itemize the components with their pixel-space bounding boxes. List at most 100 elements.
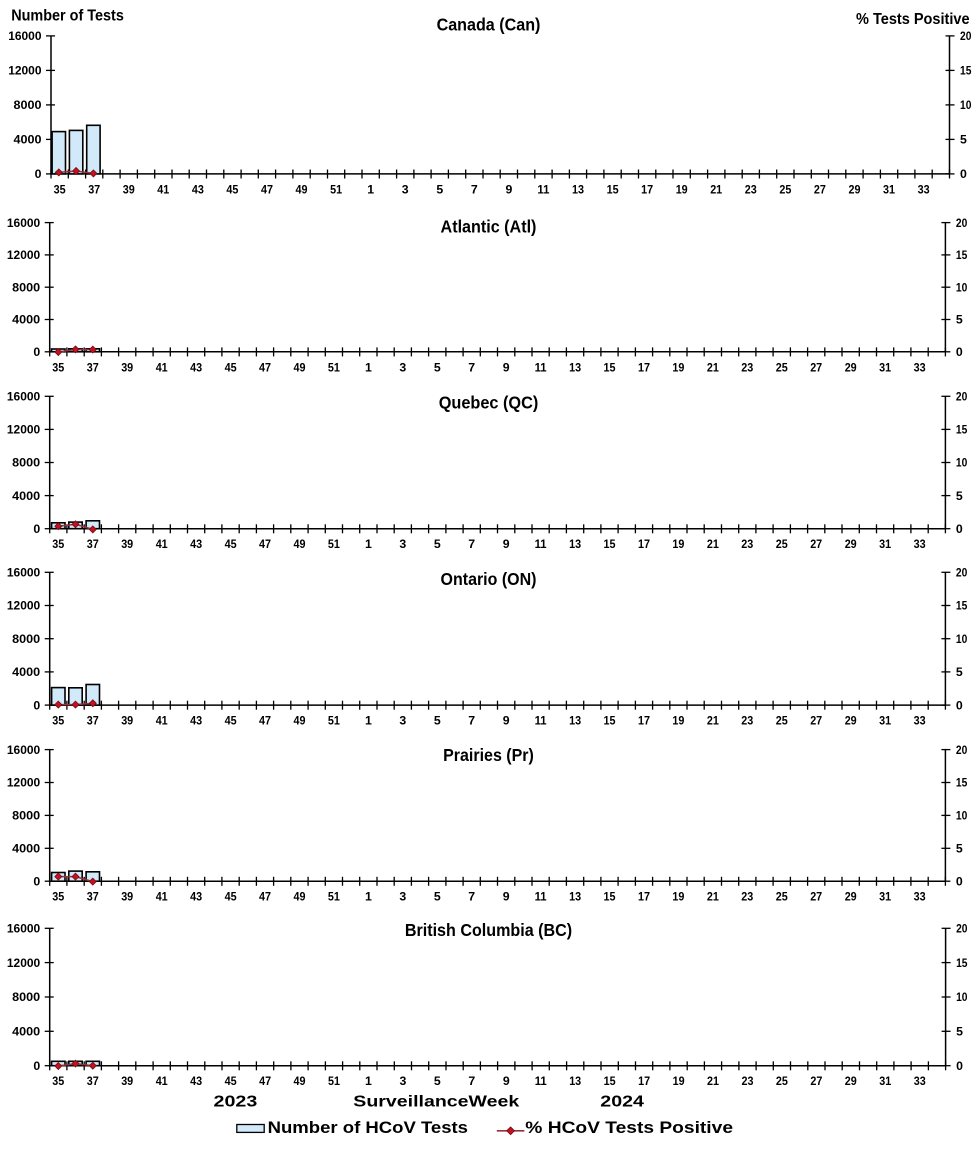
svg-text:23: 23 [741, 537, 753, 551]
svg-text:21: 21 [707, 1074, 719, 1088]
svg-text:1: 1 [365, 360, 372, 374]
svg-text:5: 5 [434, 1074, 441, 1088]
svg-text:13: 13 [569, 890, 581, 904]
svg-text:10: 10 [960, 98, 972, 112]
svg-text:23: 23 [745, 182, 757, 196]
svg-text:23: 23 [742, 1074, 754, 1088]
svg-text:47: 47 [259, 714, 271, 728]
svg-text:9: 9 [503, 714, 510, 728]
svg-text:45: 45 [225, 714, 237, 728]
svg-text:47: 47 [261, 182, 273, 196]
svg-text:49: 49 [294, 1074, 306, 1088]
svg-text:15: 15 [604, 714, 616, 728]
svg-text:0: 0 [35, 167, 42, 181]
svg-text:9: 9 [503, 890, 510, 904]
svg-text:51: 51 [328, 537, 340, 551]
svg-text:31: 31 [879, 537, 891, 551]
svg-text:45: 45 [225, 537, 237, 551]
svg-text:5: 5 [436, 182, 443, 196]
svg-text:5: 5 [960, 133, 967, 147]
svg-text:37: 37 [88, 182, 100, 196]
svg-text:15: 15 [956, 248, 968, 262]
svg-text:31: 31 [879, 360, 891, 374]
svg-text:27: 27 [814, 182, 826, 196]
svg-text:20: 20 [956, 390, 968, 404]
svg-text:45: 45 [225, 1074, 237, 1088]
svg-text:0: 0 [960, 167, 967, 181]
svg-text:39: 39 [121, 537, 133, 551]
svg-text:47: 47 [259, 537, 271, 551]
svg-text:31: 31 [883, 182, 895, 196]
svg-text:21: 21 [710, 182, 722, 196]
svg-text:23: 23 [741, 890, 753, 904]
svg-text:51: 51 [330, 182, 342, 196]
svg-text:Atlantic (Atl): Atlantic (Atl) [441, 217, 537, 237]
svg-text:11: 11 [535, 890, 547, 904]
svg-text:0: 0 [33, 522, 40, 536]
svg-text:15: 15 [604, 537, 616, 551]
svg-text:10: 10 [956, 990, 968, 1004]
svg-text:8000: 8000 [12, 990, 40, 1004]
svg-text:20: 20 [956, 743, 968, 757]
svg-text:15: 15 [956, 599, 968, 613]
svg-text:% Tests Positive: % Tests Positive [856, 11, 970, 28]
svg-text:27: 27 [810, 537, 822, 551]
svg-text:20: 20 [956, 216, 968, 230]
svg-text:Quebec (QC): Quebec (QC) [439, 392, 539, 412]
svg-text:10: 10 [956, 809, 968, 823]
svg-text:33: 33 [918, 182, 930, 196]
svg-text:7: 7 [468, 360, 475, 374]
svg-text:9: 9 [503, 1074, 510, 1088]
svg-text:15: 15 [956, 423, 968, 437]
svg-text:4000: 4000 [12, 665, 40, 679]
svg-text:5: 5 [956, 842, 963, 856]
svg-text:12000: 12000 [8, 64, 41, 78]
svg-text:51: 51 [328, 1074, 340, 1088]
svg-text:12000: 12000 [7, 776, 40, 790]
svg-text:33: 33 [914, 360, 926, 374]
svg-text:13: 13 [569, 537, 581, 551]
svg-text:25: 25 [776, 714, 788, 728]
svg-text:20: 20 [956, 922, 968, 936]
svg-text:21: 21 [707, 890, 719, 904]
svg-text:4000: 4000 [12, 1025, 40, 1039]
svg-text:37: 37 [87, 360, 99, 374]
svg-text:15: 15 [956, 776, 968, 790]
svg-text:43: 43 [190, 890, 202, 904]
svg-text:5: 5 [434, 714, 441, 728]
svg-text:% HCoV Tests Positive: % HCoV Tests Positive [525, 1119, 733, 1137]
svg-text:13: 13 [572, 182, 584, 196]
svg-text:Prairies (Pr): Prairies (Pr) [443, 745, 534, 765]
svg-text:47: 47 [259, 890, 271, 904]
svg-text:41: 41 [156, 360, 168, 374]
svg-text:5: 5 [434, 890, 441, 904]
svg-text:25: 25 [776, 537, 788, 551]
svg-text:1: 1 [365, 1074, 372, 1088]
svg-text:29: 29 [849, 182, 861, 196]
svg-text:37: 37 [87, 537, 99, 551]
svg-text:39: 39 [121, 714, 133, 728]
svg-text:37: 37 [87, 890, 99, 904]
svg-text:0: 0 [33, 1059, 40, 1073]
svg-text:19: 19 [676, 182, 688, 196]
svg-text:4000: 4000 [12, 313, 40, 327]
svg-text:33: 33 [914, 1074, 926, 1088]
svg-text:25: 25 [776, 1074, 788, 1088]
svg-text:3: 3 [402, 182, 409, 196]
svg-text:5: 5 [434, 537, 441, 551]
svg-text:51: 51 [328, 890, 340, 904]
svg-text:5: 5 [956, 665, 963, 679]
svg-text:9: 9 [503, 360, 510, 374]
svg-text:4000: 4000 [12, 489, 40, 503]
svg-text:5: 5 [956, 313, 963, 327]
svg-text:27: 27 [810, 890, 822, 904]
svg-text:29: 29 [845, 890, 857, 904]
svg-text:19: 19 [672, 537, 684, 551]
svg-text:10: 10 [956, 456, 968, 470]
svg-text:7: 7 [471, 182, 478, 196]
svg-text:16000: 16000 [7, 922, 40, 936]
svg-text:1: 1 [367, 182, 374, 196]
svg-text:35: 35 [52, 360, 64, 374]
svg-text:23: 23 [741, 714, 753, 728]
svg-text:21: 21 [707, 537, 719, 551]
